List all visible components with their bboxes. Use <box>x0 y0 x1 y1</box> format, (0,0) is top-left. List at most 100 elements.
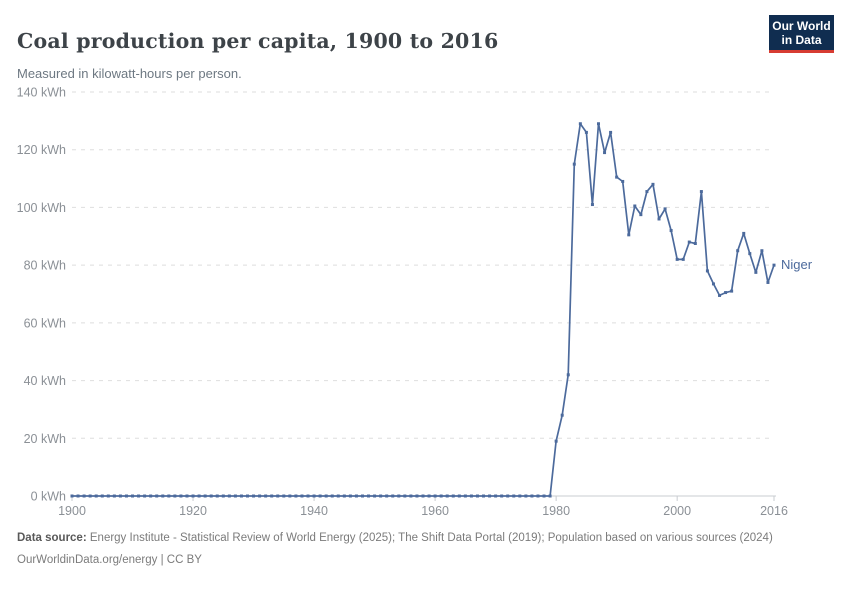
data-point <box>603 151 607 155</box>
data-point <box>469 494 473 498</box>
data-point <box>100 494 104 498</box>
data-point <box>760 249 764 253</box>
data-point <box>584 130 588 134</box>
data-point <box>482 494 486 498</box>
data-point <box>270 494 274 498</box>
page-title: Coal production per capita, 1900 to 2016 <box>17 28 499 53</box>
data-point <box>730 289 734 293</box>
data-point <box>318 494 322 498</box>
data-point <box>724 291 728 295</box>
data-point <box>70 494 74 498</box>
data-point <box>675 257 679 261</box>
data-point <box>161 494 165 498</box>
x-tick-label: 1980 <box>542 504 570 518</box>
data-point <box>385 494 389 498</box>
data-point <box>294 494 298 498</box>
data-point <box>718 293 722 297</box>
line-chart-canvas: 0 kWh 20 kWh 40 kWh 60 kWh 80 kWh 100 kWh 120 … <box>17 86 813 519</box>
data-point <box>693 242 697 245</box>
chart-area: 0 kWh 20 kWh 40 kWh 60 kWh 80 kWh 100 kWh 120 … <box>0 85 850 525</box>
data-point <box>258 494 262 498</box>
data-point <box>651 182 655 186</box>
data-point <box>397 494 401 498</box>
data-point <box>687 240 691 244</box>
y-tick-label: 140 kWh <box>17 86 66 100</box>
y-tick-label: 0 kWh <box>31 490 66 504</box>
data-point <box>203 494 207 498</box>
data-point <box>124 494 128 498</box>
owid-logo-line1: Our World <box>772 19 831 33</box>
page-subtitle: Measured in kilowatt-hours per person. <box>17 66 242 81</box>
x-tick-label: 2000 <box>663 504 691 518</box>
data-point <box>306 494 310 498</box>
data-point <box>409 494 413 498</box>
data-point <box>131 494 135 498</box>
data-point <box>530 494 534 498</box>
data-source-value: Energy Institute - Statistical Review of… <box>89 532 773 544</box>
data-point <box>754 270 758 274</box>
data-point <box>76 494 80 498</box>
data-point <box>149 494 153 498</box>
data-point <box>354 494 358 498</box>
data-point <box>518 494 522 498</box>
y-tick-label: 80 kWh <box>24 259 66 273</box>
data-point <box>766 280 770 284</box>
data-point <box>554 439 558 443</box>
y-tick-label: 100 kWh <box>17 201 66 215</box>
data-point <box>433 494 437 498</box>
data-point <box>475 494 479 498</box>
data-point <box>566 373 570 377</box>
data-point <box>336 494 340 498</box>
data-point <box>288 494 292 498</box>
data-point <box>239 494 243 498</box>
data-point <box>633 204 637 208</box>
data-point <box>185 494 189 498</box>
y-tick-label: 120 kWh <box>17 143 66 157</box>
data-point <box>488 494 492 498</box>
data-point <box>88 494 92 498</box>
data-point <box>699 190 703 194</box>
data-point <box>106 494 110 498</box>
owid-logo: Our World in Data <box>769 15 834 53</box>
data-point <box>621 179 625 183</box>
data-point <box>282 494 286 498</box>
data-point <box>645 190 649 194</box>
data-point <box>451 494 455 498</box>
y-tick-label: 60 kWh <box>24 316 66 330</box>
data-point <box>330 494 334 498</box>
data-point <box>736 249 740 253</box>
data-point <box>615 175 619 179</box>
data-point <box>639 213 643 217</box>
chart-footer: Data source: Energy Institute - Statisti… <box>17 531 829 568</box>
data-point <box>457 494 461 498</box>
data-point <box>500 494 504 498</box>
data-point <box>379 494 383 498</box>
x-tick-label: 1940 <box>300 504 328 518</box>
x-tick-label: 1960 <box>421 504 449 518</box>
data-point <box>542 494 546 498</box>
data-point <box>512 494 516 498</box>
data-point <box>536 494 540 498</box>
data-source-text: Data source: Energy Institute - Statisti… <box>17 531 829 546</box>
data-point <box>143 494 147 498</box>
data-point <box>657 217 661 221</box>
data-point <box>524 494 528 498</box>
data-point <box>578 122 582 126</box>
data-point <box>445 494 449 498</box>
data-point <box>590 203 594 207</box>
data-point <box>421 494 425 498</box>
data-point <box>748 252 752 256</box>
data-point <box>373 494 377 498</box>
data-point <box>494 494 498 498</box>
data-point <box>705 269 709 273</box>
data-point <box>711 282 715 286</box>
data-point <box>560 413 564 417</box>
data-point <box>348 494 352 498</box>
data-point <box>112 494 116 498</box>
data-point <box>118 494 122 498</box>
data-point <box>215 494 219 498</box>
data-point <box>772 263 776 267</box>
data-point <box>439 494 443 498</box>
data-point <box>300 494 304 498</box>
x-tick-label: 1900 <box>58 504 86 518</box>
